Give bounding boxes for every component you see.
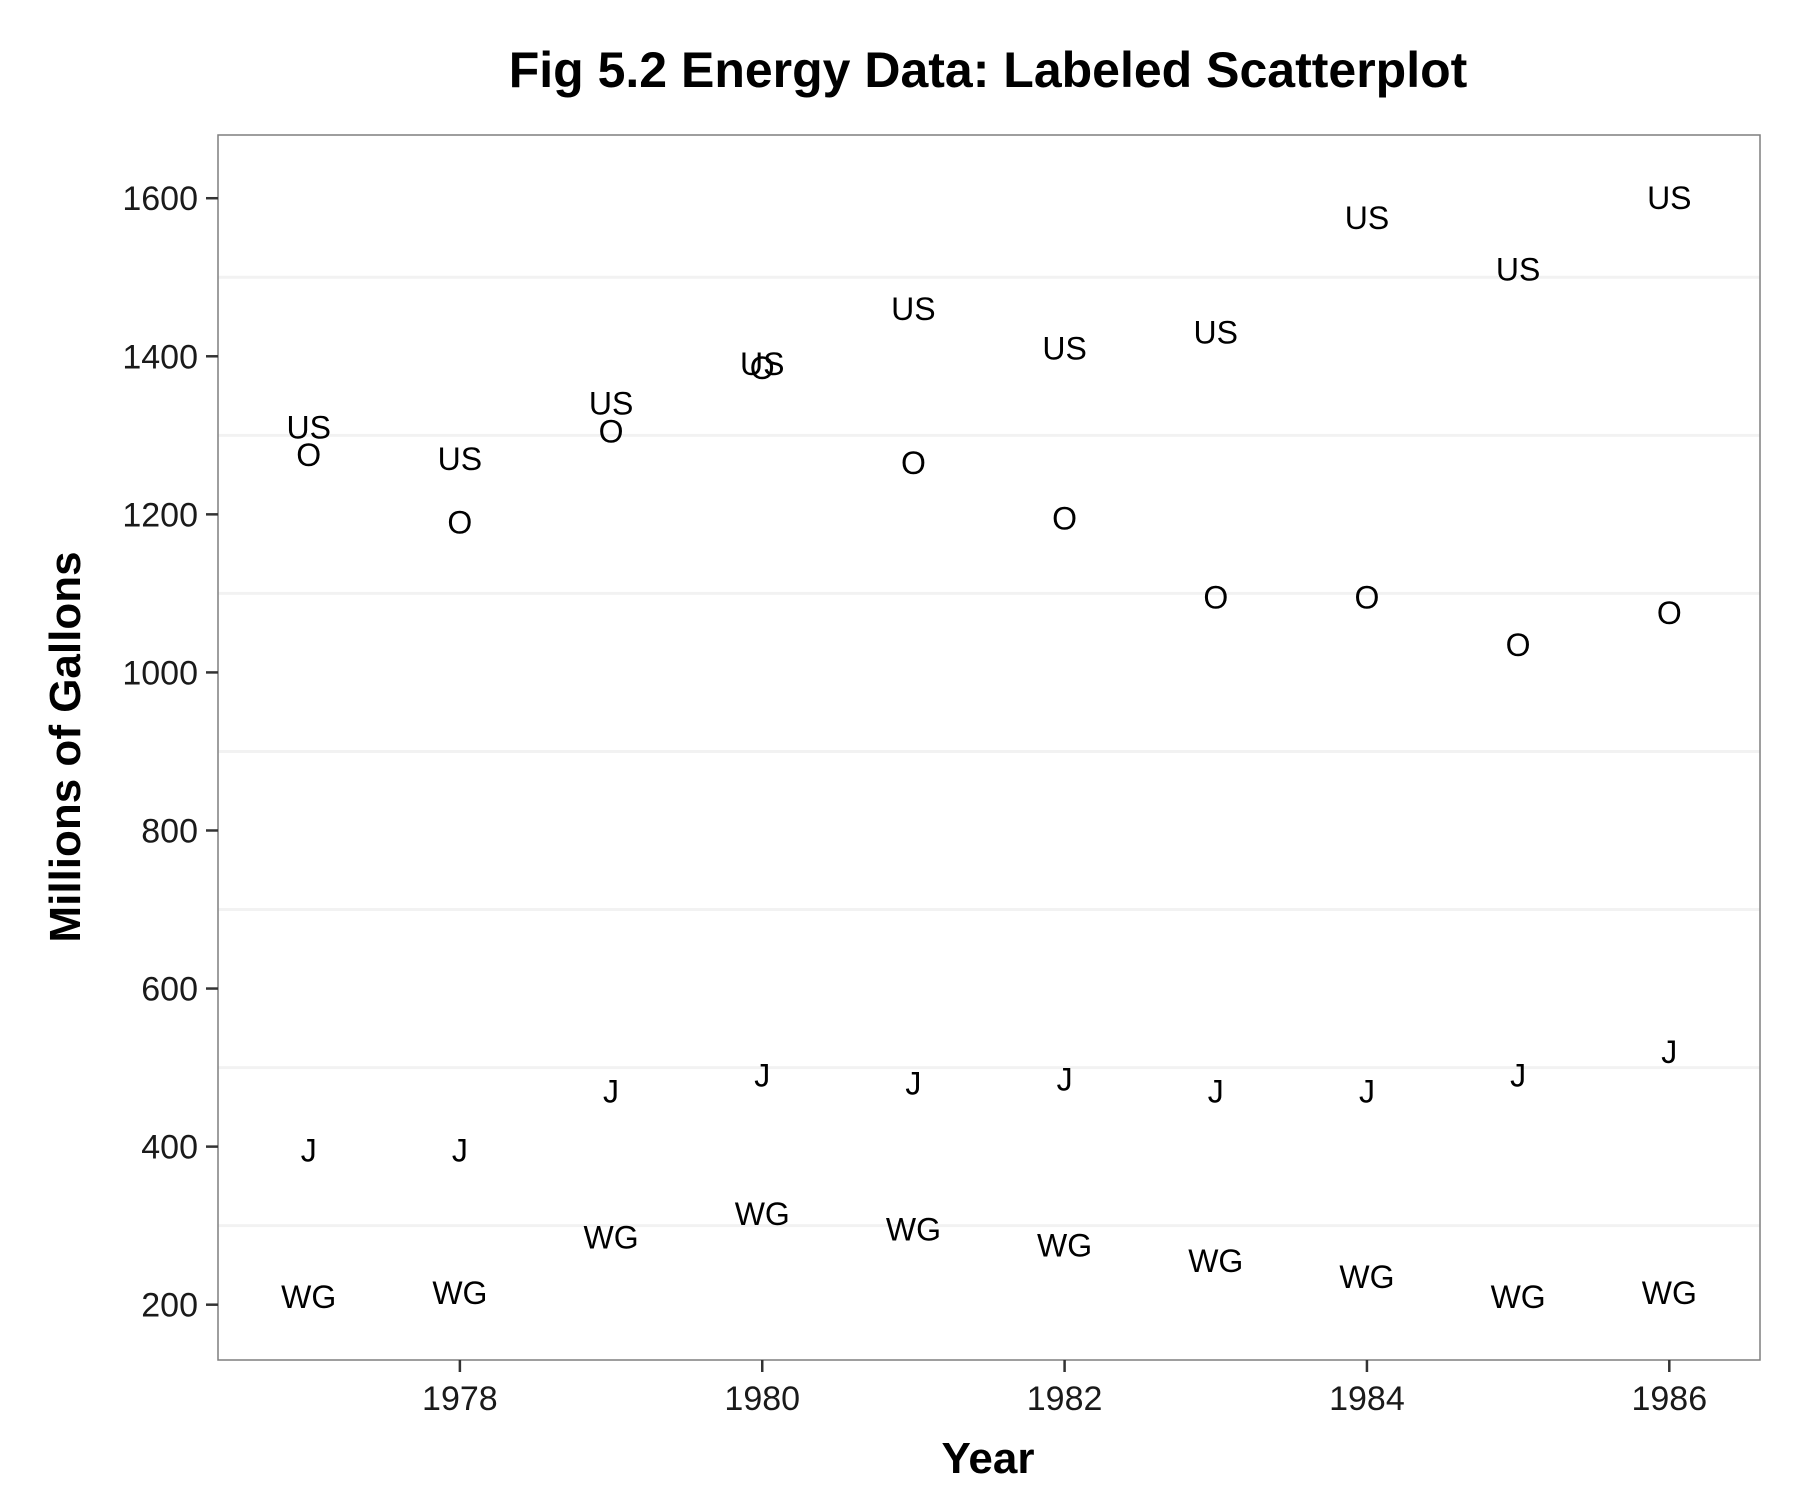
point-label-j: J	[1510, 1057, 1526, 1093]
point-label-wg: WG	[1339, 1259, 1394, 1295]
point-label-us: US	[438, 441, 482, 477]
point-label-j: J	[1661, 1034, 1677, 1070]
point-label-j: J	[1359, 1073, 1375, 1109]
point-label-j: J	[603, 1073, 619, 1109]
point-label-us: US	[589, 386, 633, 422]
point-label-o: O	[1506, 627, 1531, 663]
chart-title: Fig 5.2 Energy Data: Labeled Scatterplot	[509, 42, 1468, 98]
point-label-o: O	[1657, 595, 1682, 631]
point-label-wg: WG	[432, 1275, 487, 1311]
x-axis-title: Year	[942, 1434, 1035, 1483]
point-label-wg: WG	[886, 1212, 941, 1248]
y-tick-label: 1400	[122, 338, 198, 376]
x-tick-label: 1978	[422, 1380, 498, 1418]
point-label-wg: WG	[1188, 1243, 1243, 1279]
point-label-wg: WG	[1037, 1227, 1092, 1263]
point-label-us: US	[1345, 200, 1389, 236]
point-label-us: US	[1042, 330, 1086, 366]
point-label-j: J	[452, 1133, 468, 1169]
point-label-wg: WG	[1642, 1275, 1697, 1311]
point-label-us: US	[1647, 180, 1691, 216]
point-label-us: US	[1496, 251, 1540, 287]
x-tick-label: 1984	[1329, 1380, 1405, 1418]
axis-ticks: 200 400 600 800 1000 1200 1400 1600 1978 1980 1982…	[122, 180, 1707, 1418]
point-label-wg: WG	[281, 1279, 336, 1315]
y-axis-title: Millions of Gallons	[41, 551, 90, 942]
point-label-o: O	[1052, 500, 1077, 536]
point-label-o: O	[599, 413, 624, 449]
point-label-j: J	[905, 1065, 921, 1101]
point-label-j: J	[1208, 1073, 1224, 1109]
y-tick-label: 1200	[122, 496, 198, 534]
point-label-wg: WG	[735, 1196, 790, 1232]
point-label-o: O	[447, 504, 472, 540]
point-label-wg: WG	[1491, 1279, 1546, 1315]
point-label-j: J	[754, 1057, 770, 1093]
y-tick-label: 800	[141, 812, 198, 850]
y-tick-label: 1000	[122, 654, 198, 692]
x-tick-label: 1982	[1027, 1380, 1103, 1418]
point-label-us: US	[891, 291, 935, 327]
x-tick-label: 1986	[1631, 1380, 1707, 1418]
y-tick-label: 400	[141, 1129, 198, 1167]
point-label-o: O	[1203, 579, 1228, 615]
point-label-o: O	[901, 445, 926, 481]
y-tick-label: 1600	[122, 180, 198, 218]
point-label-wg: WG	[584, 1220, 639, 1256]
point-label-j: J	[1057, 1061, 1073, 1097]
y-tick-label: 200	[141, 1287, 198, 1325]
x-tick-label: 1980	[724, 1380, 800, 1418]
point-label-o: O	[296, 437, 321, 473]
point-label-o: O	[750, 350, 775, 386]
point-label-o: O	[1354, 579, 1379, 615]
point-label-j: J	[301, 1133, 317, 1169]
point-label-us: US	[286, 409, 330, 445]
point-label-us: US	[740, 346, 784, 382]
y-tick-label: 600	[141, 971, 198, 1009]
plot-panel	[217, 134, 1761, 1361]
point-label-us: US	[1194, 315, 1238, 351]
gridlines	[218, 197, 1760, 1306]
